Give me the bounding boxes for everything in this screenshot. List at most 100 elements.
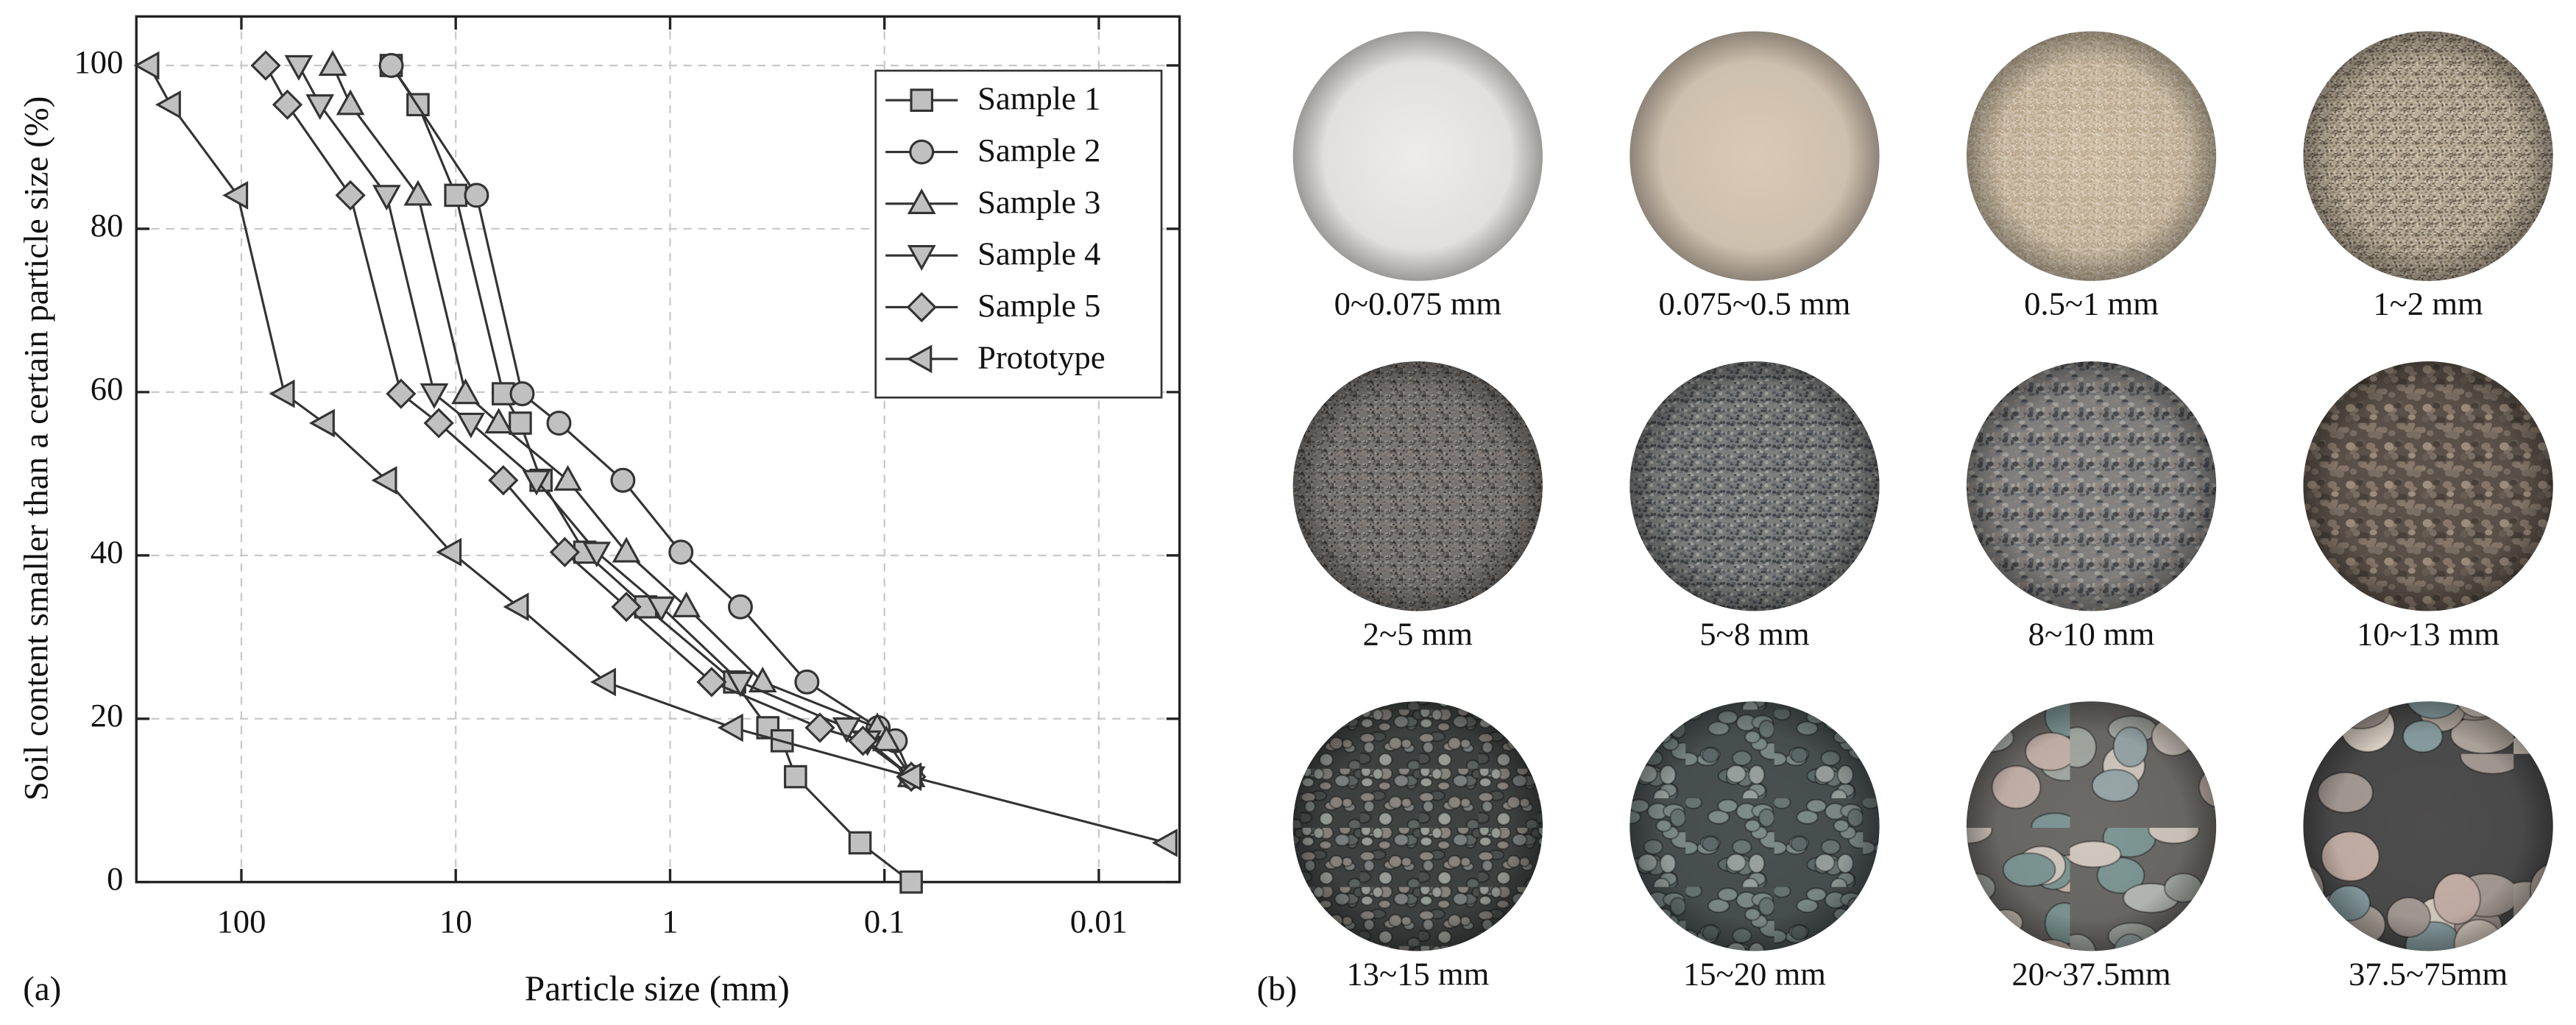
photo-shade [1292, 31, 1543, 281]
photo-caption: 0.5~1 mm [2024, 285, 2159, 322]
photo-caption: 0.075~0.5 mm [1658, 285, 1850, 322]
marker [549, 536, 580, 568]
marker [509, 411, 532, 435]
marker [269, 379, 295, 408]
marker [372, 185, 401, 211]
photo-caption: 5~8 mm [1699, 615, 1810, 652]
photo-caption: 15~20 mm [1683, 955, 1826, 992]
marker [444, 183, 468, 208]
marker [272, 89, 303, 120]
marker [668, 539, 694, 565]
marker [546, 411, 572, 436]
marker [804, 712, 835, 743]
marker [420, 383, 449, 409]
photo-shade [1966, 31, 2217, 281]
photo-caption: 2~5 mm [1363, 615, 1473, 652]
marker [647, 596, 676, 623]
photo-shade [1966, 361, 2217, 611]
y-tick-label: 100 [74, 43, 123, 80]
marker [222, 181, 249, 210]
photo-shade [2303, 31, 2553, 281]
marker [509, 381, 535, 407]
marker [847, 726, 879, 756]
marker [896, 762, 922, 791]
marker [784, 765, 807, 789]
marker [611, 592, 642, 623]
x-tick-label: 0.1 [864, 903, 905, 940]
marker [284, 54, 314, 81]
legend-label: Sample 5 [977, 287, 1100, 324]
marker [590, 667, 616, 697]
marker [522, 469, 551, 496]
legend-label: Prototype [977, 338, 1105, 375]
plot-frame [135, 15, 1181, 884]
marker [907, 188, 936, 214]
photo-caption: 1~2 mm [2373, 285, 2483, 322]
photo-shade [1292, 701, 1543, 951]
marker [910, 88, 934, 113]
photo-caption: 37.5~75mm [2349, 955, 2508, 992]
marker [906, 291, 937, 323]
marker [1151, 829, 1178, 857]
marker [335, 180, 366, 211]
photo-shade [1630, 31, 1880, 281]
marker [436, 537, 462, 567]
marker [727, 594, 753, 620]
photo-caption: 13~15 mm [1346, 955, 1489, 992]
series-line [147, 65, 1168, 844]
photo-shade [2303, 361, 2553, 611]
marker [308, 408, 335, 438]
x-axis-label: Particle size (mm) [525, 968, 790, 1009]
marker [456, 412, 486, 439]
legend-label: Sample 2 [977, 132, 1100, 169]
marker [612, 536, 641, 563]
photo-caption: 10~13 mm [2357, 615, 2499, 652]
y-tick-label: 20 [91, 697, 124, 734]
photo-shade [1630, 701, 1880, 951]
y-tick-label: 60 [91, 370, 124, 407]
panel-label: (a) [23, 970, 61, 1008]
marker [488, 465, 519, 496]
marker [336, 89, 365, 116]
marker [907, 245, 936, 271]
x-tick-label: 1 [662, 903, 678, 940]
legend-label: Sample 3 [977, 183, 1100, 220]
marker [371, 466, 397, 495]
photo-shade [1630, 361, 1880, 611]
marker [464, 182, 489, 208]
photo-shade [1966, 701, 2217, 951]
legend-box [874, 69, 1163, 399]
marker [899, 870, 923, 894]
marker [909, 139, 935, 165]
x-tick-label: 100 [216, 903, 266, 940]
photo-caption: 20~37.5mm [2011, 955, 2171, 992]
y-tick-label: 40 [91, 533, 124, 570]
marker [403, 180, 433, 206]
marker [553, 464, 582, 491]
x-tick-label: 10 [439, 903, 473, 940]
marker [484, 408, 514, 434]
photo-shade [1292, 361, 1543, 611]
x-tick-label: 0.01 [1070, 903, 1128, 940]
marker [250, 50, 281, 81]
marker [726, 671, 755, 698]
marker [871, 725, 901, 751]
photo-caption: 0~0.075 mm [1334, 285, 1502, 322]
y-axis-label: Soil content smaller than a certain part… [17, 96, 55, 801]
marker [155, 90, 181, 119]
legend-label: Sample 4 [977, 235, 1100, 272]
marker [318, 50, 347, 77]
y-tick-label: 80 [91, 207, 124, 244]
marker [503, 592, 529, 622]
marker [133, 51, 160, 80]
photo-caption: 8~10 mm [2028, 615, 2155, 652]
marker [717, 713, 743, 742]
photo-shade [2303, 701, 2553, 951]
marker [794, 669, 820, 695]
marker [423, 408, 454, 439]
marker [906, 344, 933, 374]
marker [672, 591, 701, 617]
panel-label: (b) [1257, 970, 1298, 1008]
